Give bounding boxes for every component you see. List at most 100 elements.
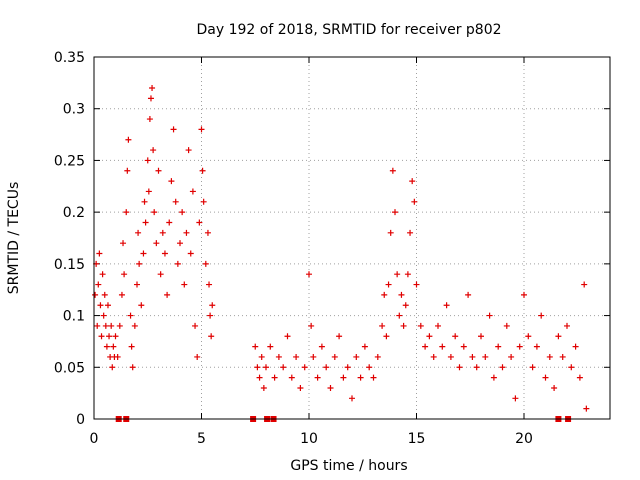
data-point: [164, 291, 171, 298]
y-tick-label: 0.35: [54, 50, 85, 66]
data-point: [206, 281, 213, 288]
data-point: [142, 219, 149, 226]
data-point: [297, 384, 304, 391]
data-point: [447, 353, 454, 360]
x-tick-label: 5: [197, 431, 206, 447]
data-point: [128, 343, 135, 350]
data-point: [323, 364, 330, 371]
data-point: [293, 353, 300, 360]
data-point: [310, 353, 317, 360]
data-point: [512, 395, 519, 402]
data-point: [260, 384, 267, 391]
data-point: [140, 250, 147, 257]
data-point: [208, 333, 215, 340]
data-point: [179, 209, 186, 216]
data-point: [482, 353, 489, 360]
data-point: [168, 178, 175, 185]
data-point: [116, 322, 123, 329]
data-point: [172, 198, 179, 205]
data-point: [379, 322, 386, 329]
data-point: [331, 353, 338, 360]
data-point: [456, 364, 463, 371]
data-point: [98, 333, 105, 340]
data-point: [256, 374, 263, 381]
data-point: [97, 302, 104, 309]
data-point: [383, 333, 390, 340]
y-tick-label: 0.3: [63, 102, 85, 118]
data-point: [200, 198, 207, 205]
data-point: [207, 312, 214, 319]
data-point: [546, 353, 553, 360]
data-point: [568, 364, 575, 371]
y-tick-label: 0.05: [54, 360, 85, 376]
data-point: [439, 343, 446, 350]
data-point: [155, 167, 162, 174]
data-point: [189, 188, 196, 195]
data-point: [183, 229, 190, 236]
y-tick-label: 0.1: [63, 309, 85, 325]
data-point: [181, 281, 188, 288]
y-tick-label: 0.15: [54, 257, 85, 273]
data-point: [559, 353, 566, 360]
data-point: [263, 364, 269, 371]
data-point: [555, 333, 562, 340]
data-point: [430, 353, 437, 360]
data-point: [443, 302, 450, 309]
data-point: [194, 353, 201, 360]
data-point: [110, 343, 117, 350]
data-point: [407, 229, 414, 236]
data-point: [370, 374, 377, 381]
data-point: [144, 157, 151, 164]
data-point: [141, 198, 148, 205]
data-point: [404, 271, 411, 278]
data-point: [96, 250, 103, 257]
data-point: [131, 322, 138, 329]
data-point: [120, 240, 127, 247]
data-point: [136, 260, 143, 267]
data-point: [357, 374, 364, 381]
data-point: [452, 333, 459, 340]
data-point: [538, 312, 545, 319]
data-point: [177, 240, 183, 247]
data-point: [398, 291, 405, 298]
data-point: [252, 343, 259, 350]
data-point: [275, 353, 282, 360]
data-point: [204, 229, 211, 236]
x-tick-label: 20: [515, 431, 533, 447]
chart-title: Day 192 of 2018, SRMTID for receiver p80…: [196, 22, 501, 38]
data-point: [149, 85, 156, 92]
data-point: [112, 333, 119, 340]
data-point: [288, 374, 295, 381]
data-point: [314, 374, 321, 381]
data-point: [118, 291, 125, 298]
data-point: [114, 353, 121, 360]
data-point: [127, 312, 134, 319]
data-point: [92, 291, 99, 298]
y-axis-ticks: 0 0.05 0.1 0.15 0.2 0.25 0.3 0.35: [54, 50, 610, 428]
data-point: [123, 209, 130, 216]
data-point: [271, 374, 278, 381]
data-point: [402, 302, 409, 309]
y-tick-label: 0: [76, 412, 85, 428]
data-point: [267, 343, 274, 350]
x-axis-ticks: 0 5 10 15 20: [90, 57, 533, 447]
data-point: [94, 322, 101, 329]
data-point: [301, 364, 308, 371]
data-point: [396, 312, 403, 319]
data-point: [170, 126, 177, 133]
data-point: [174, 260, 181, 267]
data-point: [258, 353, 265, 360]
data-point: [542, 374, 549, 381]
data-point: [349, 395, 355, 402]
data-point: [185, 147, 192, 154]
data-point: [516, 343, 523, 350]
data-point: [336, 333, 343, 340]
x-tick-label: 0: [90, 431, 99, 447]
data-point: [284, 333, 291, 340]
data-point: [525, 333, 532, 340]
data-point: [473, 364, 480, 371]
data-point: [102, 322, 109, 329]
data-point: [394, 271, 401, 278]
data-point: [361, 343, 368, 350]
data-point: [529, 364, 536, 371]
